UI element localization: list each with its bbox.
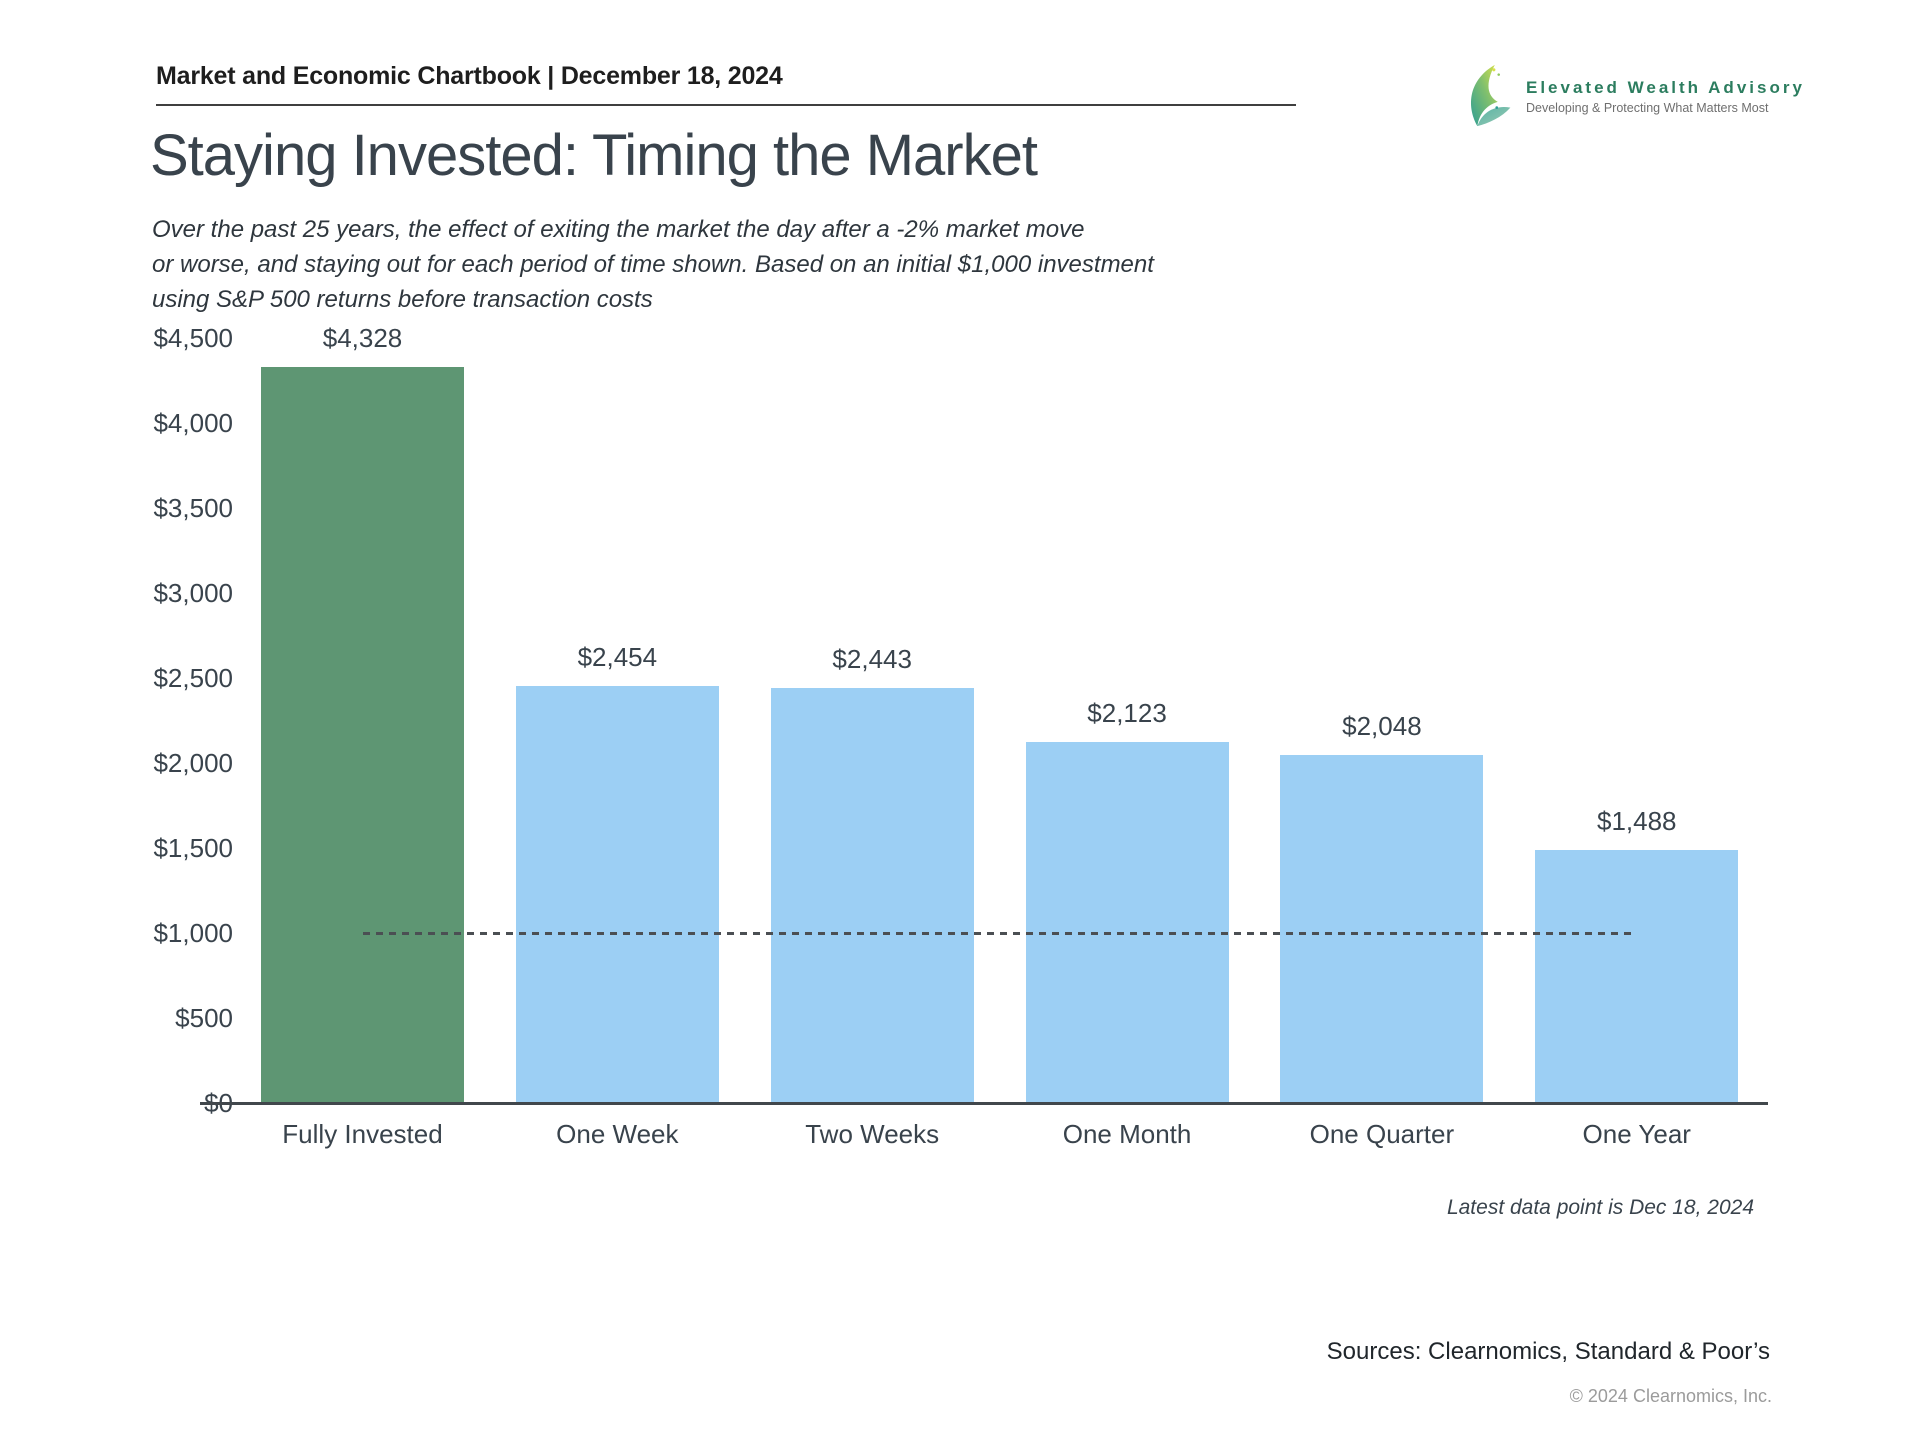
y-axis-tick-label: $4,000	[153, 408, 233, 438]
y-axis-tick-label: $3,000	[153, 578, 233, 608]
bar-one-year	[1535, 850, 1739, 1102]
initial-investment-reference-line	[362, 932, 1637, 935]
bar-value-label: $2,123	[1087, 698, 1167, 729]
y-axis-tick-label: $3,500	[153, 493, 233, 523]
header-divider	[156, 104, 1296, 106]
x-axis-line	[238, 1102, 1768, 1105]
page-title: Staying Invested: Timing the Market	[150, 123, 1038, 188]
logo-name: Elevated Wealth Advisory	[1526, 77, 1805, 97]
bar-two-weeks	[770, 687, 974, 1102]
y-axis-tick-label: $1,000	[153, 918, 233, 948]
elevated-wealth-logo-icon	[1471, 64, 1511, 127]
logo-tagline: Developing & Protecting What Matters Mos…	[1526, 100, 1769, 115]
bar-one-quarter	[1280, 754, 1484, 1102]
x-axis-category-label: One Year	[1582, 1119, 1691, 1149]
y-axis-tick-label: $2,500	[153, 663, 233, 693]
logo-text-block: Elevated Wealth Advisory Developing & Pr…	[1526, 78, 1805, 115]
x-axis-category-label: One Month	[1062, 1119, 1192, 1149]
y-axis-tick-label: $2,000	[153, 748, 233, 778]
y-axis-tick-label: $1,500	[153, 833, 233, 863]
bar-fully-invested	[261, 367, 464, 1102]
x-axis-category-label: One Quarter	[1309, 1119, 1455, 1149]
company-logo: Elevated Wealth Advisory Developing & Pr…	[1464, 62, 1805, 130]
page-subtitle: Over the past 25 years, the effect of ex…	[152, 212, 1154, 317]
bar-one-week	[515, 685, 719, 1102]
bar-value-label: $2,443	[832, 643, 912, 674]
zero-tick-mark	[200, 1102, 238, 1105]
chartbook-header: Market and Economic Chartbook | December…	[156, 62, 783, 90]
y-axis-tick-label: $4,500	[153, 323, 233, 353]
bar-value-label: $1,488	[1596, 806, 1677, 837]
latest-data-note: Latest data point is Dec 18, 2024	[1446, 1196, 1754, 1219]
bar-value-label: $4,328	[322, 323, 403, 354]
bar-value-label: $2,454	[577, 641, 658, 672]
copyright-note: © 2024 Clearnomics, Inc.	[1569, 1386, 1772, 1406]
x-axis-category-label: Two Weeks	[805, 1119, 940, 1149]
subtitle-line: Over the past 25 years, the effect of ex…	[152, 216, 1085, 243]
sources-note: Sources: Clearnomics, Standard & Poor’s	[1326, 1338, 1770, 1365]
bar-value-label: $2,048	[1342, 710, 1422, 741]
subtitle-line: using S&P 500 returns before transaction…	[152, 286, 653, 313]
bar-one-month	[1025, 742, 1229, 1102]
subtitle-line: or worse, and staying out for each perio…	[152, 251, 1154, 278]
x-axis-category-label: One Week	[556, 1119, 679, 1149]
y-axis-tick-label: $500	[175, 1003, 233, 1033]
x-axis-category-label: Fully Invested	[282, 1119, 443, 1149]
